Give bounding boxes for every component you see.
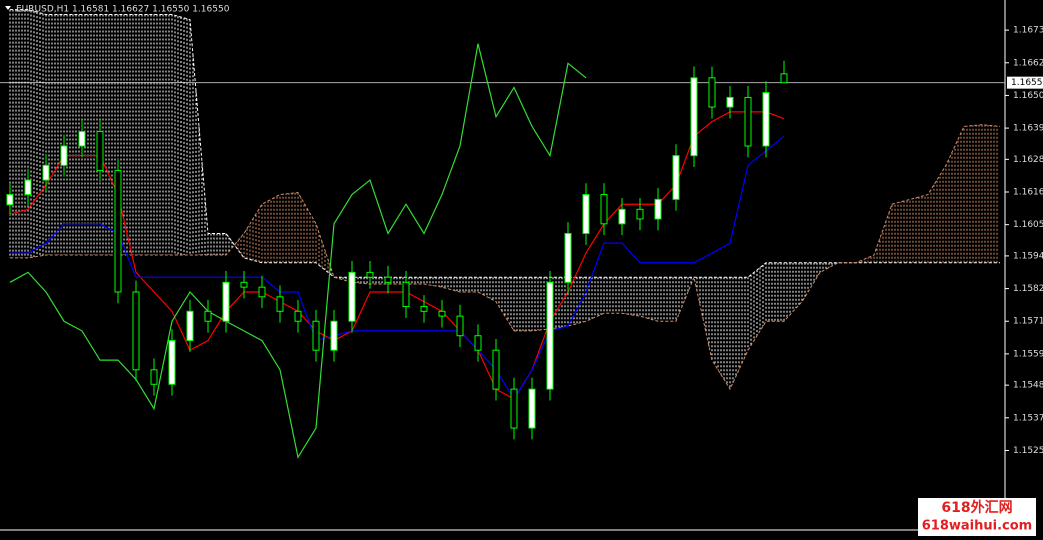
y-tick-label: 1.15485 (1013, 381, 1043, 391)
candle-body (186, 310, 194, 342)
candle-body (204, 310, 212, 322)
menu-arrow[interactable] (5, 6, 11, 10)
candle-body (42, 164, 50, 181)
candle-body (600, 194, 608, 225)
candle-body (114, 169, 122, 293)
candle-body (438, 310, 446, 317)
candle-body (690, 77, 698, 157)
y-tick-label: 1.16620 (1013, 58, 1043, 68)
watermark-line: 618waihui.com (922, 519, 1032, 534)
candle-body (546, 281, 554, 390)
candle-body (564, 232, 572, 283)
y-tick-label: 1.16390 (1013, 124, 1043, 134)
watermark-box (918, 498, 1036, 536)
candle-body (726, 96, 734, 108)
candle-body (654, 198, 662, 220)
y-tick-label: 1.15255 (1013, 446, 1043, 456)
indicator-line (9, 43, 587, 459)
y-tick-label: 1.16735 (1013, 26, 1043, 36)
candle-body (780, 73, 788, 84)
candle-body (582, 194, 590, 234)
indicator-line (10, 135, 785, 401)
y-tick-label: 1.15595 (1013, 349, 1043, 359)
candle-body (528, 388, 536, 429)
candle-body (60, 145, 68, 166)
candle-body (510, 388, 518, 429)
price-label: 1.16550 (1011, 78, 1043, 88)
y-tick-label: 1.16050 (1013, 220, 1043, 230)
candle-body (150, 369, 158, 385)
candle-body (474, 335, 482, 351)
candle-body (456, 315, 464, 337)
chart-title: EURUSD,H1 1.16581 1.16627 1.16550 1.1655… (16, 5, 230, 15)
candle-body (6, 194, 14, 206)
candle-body (348, 271, 356, 322)
candle-body (24, 179, 32, 196)
y-tick-label: 1.15940 (1013, 251, 1043, 261)
candle-body (222, 281, 230, 322)
candle-body (618, 208, 626, 225)
candle-body (276, 296, 284, 312)
cloud-span (10, 9, 1000, 278)
candle-body (168, 340, 176, 385)
candle-body (132, 291, 140, 371)
y-tick-label: 1.15370 (1013, 413, 1043, 423)
candle-body (312, 320, 320, 351)
y-tick-label: 1.15710 (1013, 317, 1043, 327)
y-tick-label: 1.16280 (1013, 155, 1043, 165)
candle-body (384, 276, 392, 283)
candle-body (708, 77, 716, 108)
candle-body (366, 271, 374, 278)
candle-body (492, 349, 500, 390)
candle-body (636, 208, 644, 220)
candle-body (240, 281, 248, 288)
candle-body (744, 96, 752, 147)
candle-body (330, 320, 338, 351)
candle-body (402, 281, 410, 307)
watermark: 618外汇网 618waihui.com (918, 498, 1036, 536)
candle-body (78, 131, 86, 147)
candle-body (258, 286, 266, 298)
candle-body (96, 131, 104, 171)
candle-body (672, 155, 680, 200)
cloud-span (10, 124, 1001, 391)
candle-body (762, 92, 770, 147)
y-tick-label: 1.15825 (1013, 284, 1043, 294)
watermark-line: 618外汇网 (941, 499, 1012, 516)
price-label-box (1007, 76, 1043, 89)
y-tick-label: 1.16505 (1013, 91, 1043, 101)
candle-body (294, 310, 302, 322)
candle-body (420, 305, 428, 312)
y-tick-label: 1.16165 (1013, 188, 1043, 198)
